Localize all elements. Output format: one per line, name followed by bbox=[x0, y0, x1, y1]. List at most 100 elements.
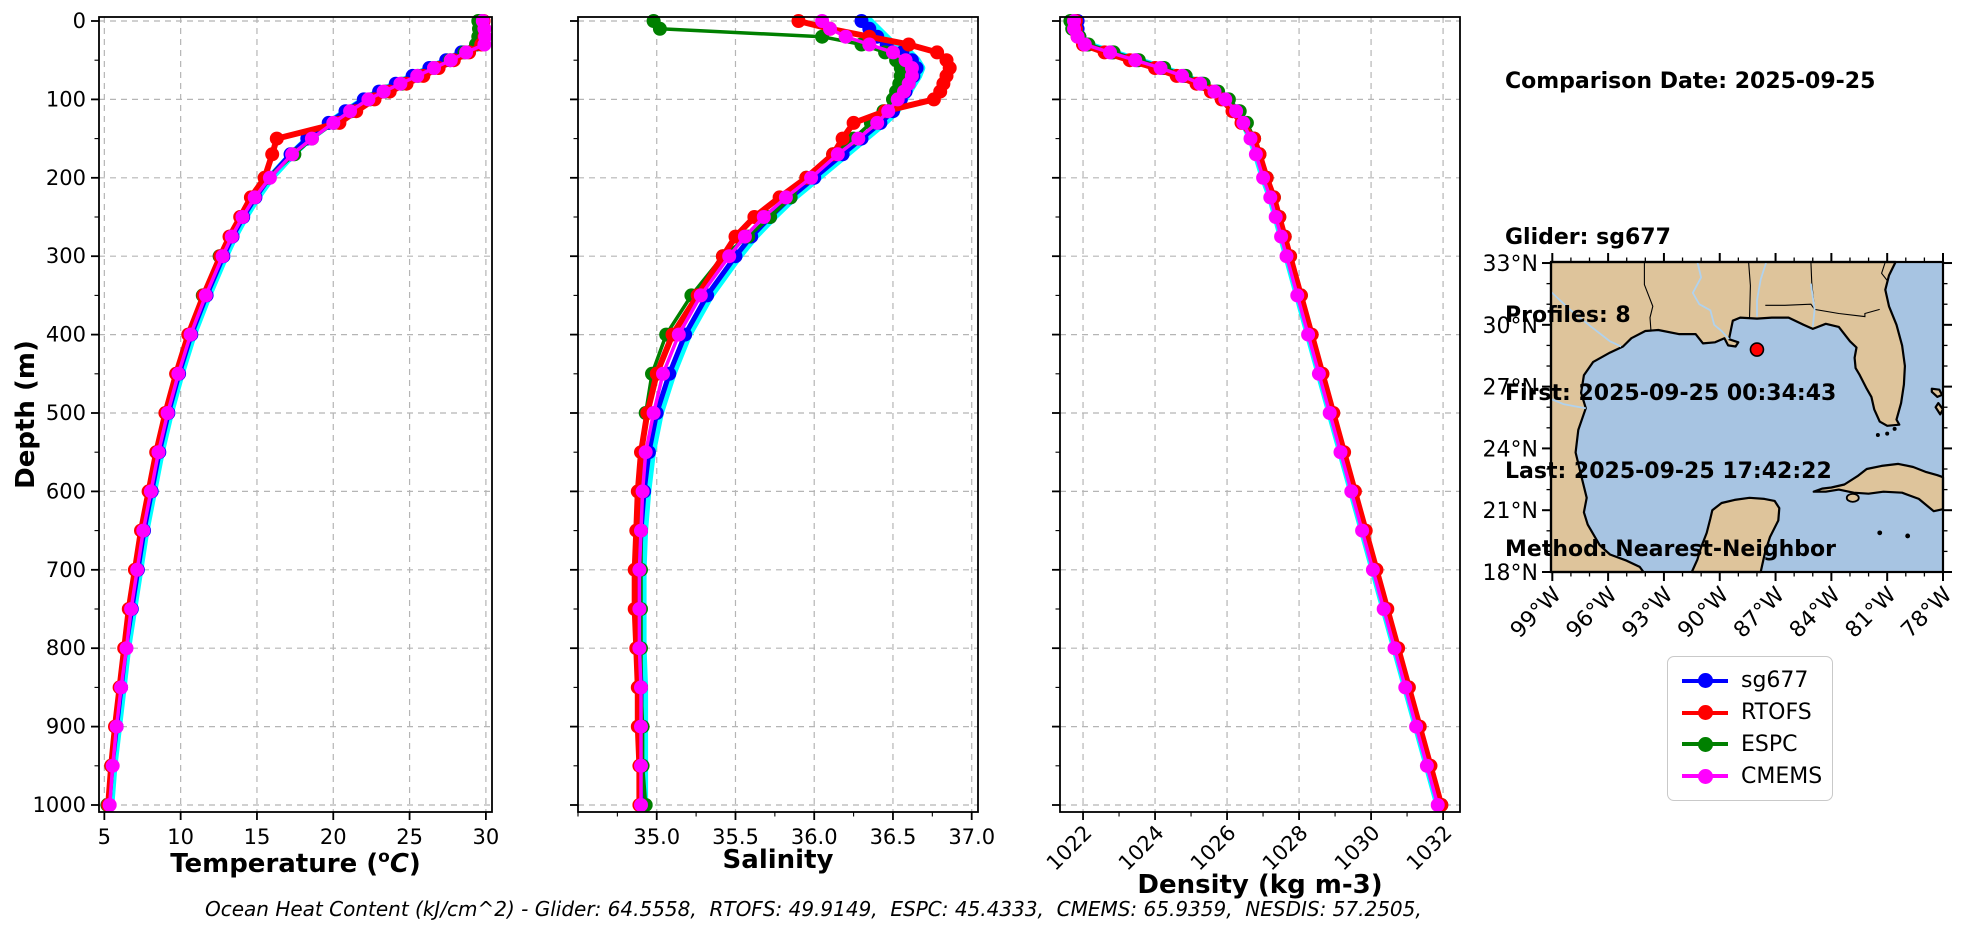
salinity-marker-RTOFS bbox=[835, 131, 850, 146]
salinity-plot-border bbox=[577, 16, 979, 813]
y-tick-label: 0 bbox=[73, 9, 86, 33]
temperature-marker-CMEMS bbox=[171, 366, 186, 381]
x-tick-label: 36.0 bbox=[791, 825, 838, 849]
temperature-marker-CMEMS bbox=[304, 131, 319, 146]
x-tick-label: 1028 bbox=[1258, 821, 1313, 876]
density-marker-CMEMS bbox=[1365, 562, 1380, 577]
legend-line-marker-cmems bbox=[1682, 768, 1728, 784]
temperature-marker-CMEMS bbox=[160, 406, 175, 420]
legend-line-marker-rtofs bbox=[1682, 705, 1728, 721]
map-state-border bbox=[1643, 262, 1654, 331]
salinity-profile-panel: 35.0 35.5 36.0 36.5 37.0 Salinity bbox=[570, 14, 995, 875]
map-lat-tick-label: 33°N bbox=[1483, 252, 1538, 277]
density-marker-CMEMS bbox=[1279, 249, 1294, 264]
density-marker-CMEMS bbox=[1333, 445, 1348, 460]
map-land-north-america bbox=[1549, 260, 1906, 574]
map-lon-tick-label: 87°W bbox=[1729, 582, 1790, 643]
map-florida-keys bbox=[1892, 426, 1897, 431]
temperature-marker-CMEMS bbox=[376, 84, 391, 99]
temperature-marker-CMEMS bbox=[443, 53, 458, 68]
map-lon-tick-label: 93°W bbox=[1618, 582, 1679, 643]
temperature-marker-RTOFS bbox=[269, 131, 284, 146]
map-river bbox=[1756, 261, 1768, 317]
density-marker-CMEMS bbox=[1077, 37, 1092, 52]
temperature-marker-CMEMS bbox=[343, 104, 358, 119]
temperature-curve-CMEMS bbox=[107, 19, 487, 807]
map-lon-tick-label: 78°W bbox=[1897, 582, 1958, 643]
temperature-marker-CMEMS bbox=[119, 641, 134, 656]
temperature-plot-border bbox=[98, 16, 493, 813]
salinity-marker-CMEMS bbox=[656, 366, 670, 381]
salinity-marker-CMEMS bbox=[635, 484, 650, 499]
density-marker-CMEMS bbox=[1153, 61, 1168, 75]
salinity-marker-RTOFS bbox=[930, 45, 945, 60]
map-border bbox=[1549, 260, 1945, 574]
profiles-count-text: Profiles: 8 bbox=[1505, 303, 1631, 328]
method-text: Method: Nearest-Neighbor bbox=[1505, 537, 1836, 562]
ocean-heat-content-text: Ocean Heat Content (kJ/cm^2) - Glider: 6… bbox=[205, 897, 1422, 921]
legend-label: CMEMS bbox=[1741, 763, 1823, 789]
temperature-marker-CMEMS bbox=[410, 68, 425, 83]
salinity-marker-CMEMS bbox=[778, 190, 793, 205]
map-lat-tick-label: 18°N bbox=[1483, 561, 1538, 586]
density-marker-CMEMS bbox=[1229, 104, 1244, 119]
salinity-marker-CMEMS bbox=[634, 523, 648, 538]
temperature-marker-CMEMS bbox=[477, 37, 492, 52]
temperature-marker-CMEMS bbox=[247, 190, 262, 205]
temperature-marker-CMEMS bbox=[143, 484, 158, 499]
legend-line-marker-espc bbox=[1682, 736, 1728, 752]
salinity-marker-ESPC bbox=[652, 21, 667, 36]
density-marker-CMEMS bbox=[1430, 798, 1445, 812]
density-marker-CMEMS bbox=[1175, 68, 1190, 83]
density-marker-CMEMS bbox=[1128, 53, 1143, 68]
x-tick-label: 30 bbox=[473, 825, 500, 849]
salinity-marker-CMEMS bbox=[886, 45, 900, 60]
map-lat-tick-label: 30°N bbox=[1483, 314, 1538, 339]
legend-label: RTOFS bbox=[1741, 700, 1812, 726]
depth-axis-label: Depth (m) bbox=[11, 340, 41, 489]
salinity-marker-RTOFS bbox=[901, 37, 916, 52]
comparison-date-text: Comparison Date: 2025-09-25 bbox=[1505, 69, 1876, 94]
legend-label: sg677 bbox=[1741, 668, 1809, 694]
x-tick-label: 36.5 bbox=[870, 825, 917, 849]
salinity-marker-RTOFS bbox=[926, 92, 941, 107]
salinity-axis-label: Salinity bbox=[723, 845, 834, 875]
temperature-marker-RTOFS bbox=[265, 147, 280, 162]
x-tick-label: 37.0 bbox=[948, 825, 995, 849]
y-tick-label: 200 bbox=[46, 166, 86, 190]
temperature-marker-CMEMS bbox=[136, 523, 151, 538]
temperature-marker-CMEMS bbox=[198, 288, 213, 303]
salinity-marker-CMEMS bbox=[870, 115, 885, 130]
density-marker-CMEMS bbox=[1207, 84, 1222, 99]
map-land-yucatan bbox=[1690, 496, 1781, 574]
salinity-marker-CMEMS bbox=[823, 21, 837, 36]
density-profile-panel: 1022 1024 1026 1028 1030 1032 Density (kg m-3) bbox=[1042, 14, 1461, 900]
salinity-marker-CMEMS bbox=[881, 104, 896, 119]
salinity-marker-CMEMS bbox=[804, 170, 819, 185]
temperature-marker-CMEMS bbox=[224, 229, 239, 244]
density-marker-CMEMS bbox=[1398, 680, 1413, 695]
temperature-profile-panel: 5 10 15 20 25 3001002003004005006007008009001… bbox=[11, 9, 500, 879]
map-lon-tick-label: 99°W bbox=[1506, 582, 1567, 643]
map-land-bahamas bbox=[1930, 387, 1944, 398]
map-island bbox=[1905, 533, 1911, 539]
legend-line-marker-sg677 bbox=[1682, 673, 1728, 689]
series-legend: sg677 RTOFS ESPC CMEMS bbox=[1667, 656, 1833, 801]
map-lat-tick-label: 27°N bbox=[1483, 376, 1538, 401]
x-tick-label: 10 bbox=[167, 825, 194, 849]
map-florida-keys bbox=[1875, 433, 1880, 438]
temperature-marker-CMEMS bbox=[326, 115, 341, 130]
x-tick-label: 15 bbox=[244, 825, 271, 849]
density-marker-CMEMS bbox=[1322, 406, 1337, 420]
salinity-marker-CMEMS bbox=[634, 758, 648, 773]
temperature-marker-CMEMS bbox=[114, 680, 129, 695]
map-island bbox=[1845, 492, 1860, 503]
density-marker-CMEMS bbox=[1193, 76, 1208, 91]
glider-position-marker bbox=[1749, 342, 1765, 357]
x-tick-label: 35.0 bbox=[633, 825, 680, 849]
density-marker-CMEMS bbox=[1355, 523, 1370, 538]
map-lon-tick-label: 81°W bbox=[1841, 582, 1902, 643]
density-marker-CMEMS bbox=[1268, 210, 1283, 224]
density-marker-CMEMS bbox=[1248, 147, 1263, 162]
legend-item-cmems: CMEMS bbox=[1682, 764, 1828, 789]
